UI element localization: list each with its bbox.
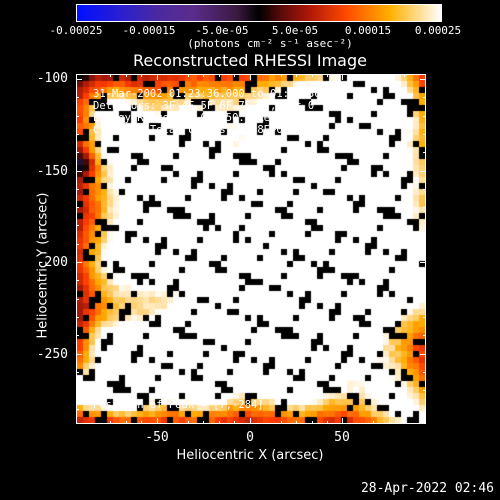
colorbar-unit: (photons cm⁻² s⁻¹ asec⁻²) <box>187 37 353 50</box>
tick-mark <box>423 225 426 226</box>
tick-mark <box>420 354 426 355</box>
tick-mark <box>423 97 426 98</box>
tick-mark <box>423 207 426 208</box>
tick-mark <box>423 409 426 410</box>
tick-mark <box>76 390 79 391</box>
colorbar-tick: 0.00025 <box>414 24 462 37</box>
tick-mark <box>389 421 390 424</box>
tick-mark <box>423 280 426 281</box>
tick-mark <box>281 74 282 77</box>
y-tick-label: -200 <box>36 255 68 270</box>
tick-mark <box>188 74 189 77</box>
tick-mark <box>423 299 426 300</box>
timestamp: 28-Apr-2022 02:46 <box>360 481 494 496</box>
tick-mark <box>423 134 426 135</box>
tick-mark <box>420 79 426 80</box>
tick-mark <box>423 335 426 336</box>
tick-mark <box>76 225 79 226</box>
tick-mark <box>420 262 426 263</box>
tick-mark <box>327 74 328 77</box>
tick-mark <box>423 152 426 153</box>
tick-mark <box>296 421 297 424</box>
tick-mark <box>76 354 82 355</box>
tick-mark <box>76 244 79 245</box>
tick-mark <box>373 421 374 424</box>
tick-mark <box>76 207 79 208</box>
tick-mark <box>423 317 426 318</box>
tick-mark <box>76 335 79 336</box>
chart-title: Reconstructed RHESSI Image <box>133 51 367 70</box>
heatmap-plot: 31-Mar-2002 01:23:36.000 to 01:29:36.000… <box>76 74 426 424</box>
tick-mark <box>188 421 189 424</box>
tick-mark <box>76 299 79 300</box>
tick-mark <box>423 244 426 245</box>
tick-mark <box>76 280 79 281</box>
tick-mark <box>76 189 79 190</box>
annotation-peak: Position of Peak = [7,-284] <box>93 399 264 411</box>
tick-mark <box>342 74 343 80</box>
tick-mark <box>110 421 111 424</box>
y-tick-label: -150 <box>36 164 68 179</box>
colorbar-tick: -5.0e-05 <box>195 24 249 37</box>
tick-mark <box>76 97 79 98</box>
annotation-counts: Clean Total counts: 6.58E+03 <box>93 124 289 136</box>
tick-mark <box>296 74 297 77</box>
tick-mark <box>110 74 111 77</box>
tick-mark <box>234 74 235 77</box>
tick-mark <box>141 74 142 77</box>
colorbar-tick: 5.0e-05 <box>271 24 319 37</box>
colorbar <box>76 4 442 22</box>
annotation-detectors: Detectors: 3F 4F 5F 6F 7F 8F, Att 0 <box>93 100 315 112</box>
tick-mark <box>250 74 251 80</box>
tick-mark <box>157 74 158 80</box>
tick-mark <box>76 409 79 410</box>
tick-mark <box>312 421 313 424</box>
tick-mark <box>76 134 79 135</box>
x-axis-label: Heliocentric X (arcsec) <box>176 448 324 463</box>
annotation-energy: Energy Range: 25.0 - 50.0 keV <box>93 112 277 124</box>
tick-mark <box>76 171 82 172</box>
tick-mark <box>250 418 251 424</box>
y-axis-label: Heliocentric Y (arcsec) <box>35 192 51 339</box>
tick-mark <box>203 421 204 424</box>
colorbar-tick: -0.00015 <box>122 24 176 37</box>
tick-mark <box>76 116 79 117</box>
x-tick-label: 50 <box>334 430 350 445</box>
x-tick-label: 0 <box>246 430 254 445</box>
tick-mark <box>389 74 390 77</box>
x-tick-label: -50 <box>145 430 169 445</box>
tick-mark <box>423 189 426 190</box>
tick-mark <box>234 421 235 424</box>
tick-mark <box>423 372 426 373</box>
tick-mark <box>203 74 204 77</box>
tick-mark <box>423 116 426 117</box>
y-tick-label: -100 <box>36 71 68 86</box>
colorbar-tick: -0.00025 <box>49 24 103 37</box>
colorbar-tick: 0.00015 <box>344 24 392 37</box>
tick-mark <box>219 421 220 424</box>
tick-mark <box>126 74 127 77</box>
tick-mark <box>76 152 79 153</box>
tick-mark <box>373 74 374 77</box>
tick-mark <box>76 372 79 373</box>
tick-mark <box>423 390 426 391</box>
tick-mark <box>76 79 82 80</box>
y-tick-label: -250 <box>36 347 68 362</box>
tick-mark <box>312 74 313 77</box>
tick-mark <box>342 418 343 424</box>
tick-mark <box>157 418 158 424</box>
tick-mark <box>281 421 282 424</box>
tick-mark <box>404 74 405 77</box>
tick-mark <box>404 421 405 424</box>
tick-mark <box>126 421 127 424</box>
tick-mark <box>141 421 142 424</box>
tick-mark <box>76 262 82 263</box>
tick-mark <box>420 171 426 172</box>
tick-mark <box>76 317 79 318</box>
tick-mark <box>327 421 328 424</box>
annotation-time: 31-Mar-2002 01:23:36.000 to 01:29:36.000 <box>93 88 346 100</box>
heatmap-image <box>77 75 425 423</box>
tick-mark <box>219 74 220 77</box>
